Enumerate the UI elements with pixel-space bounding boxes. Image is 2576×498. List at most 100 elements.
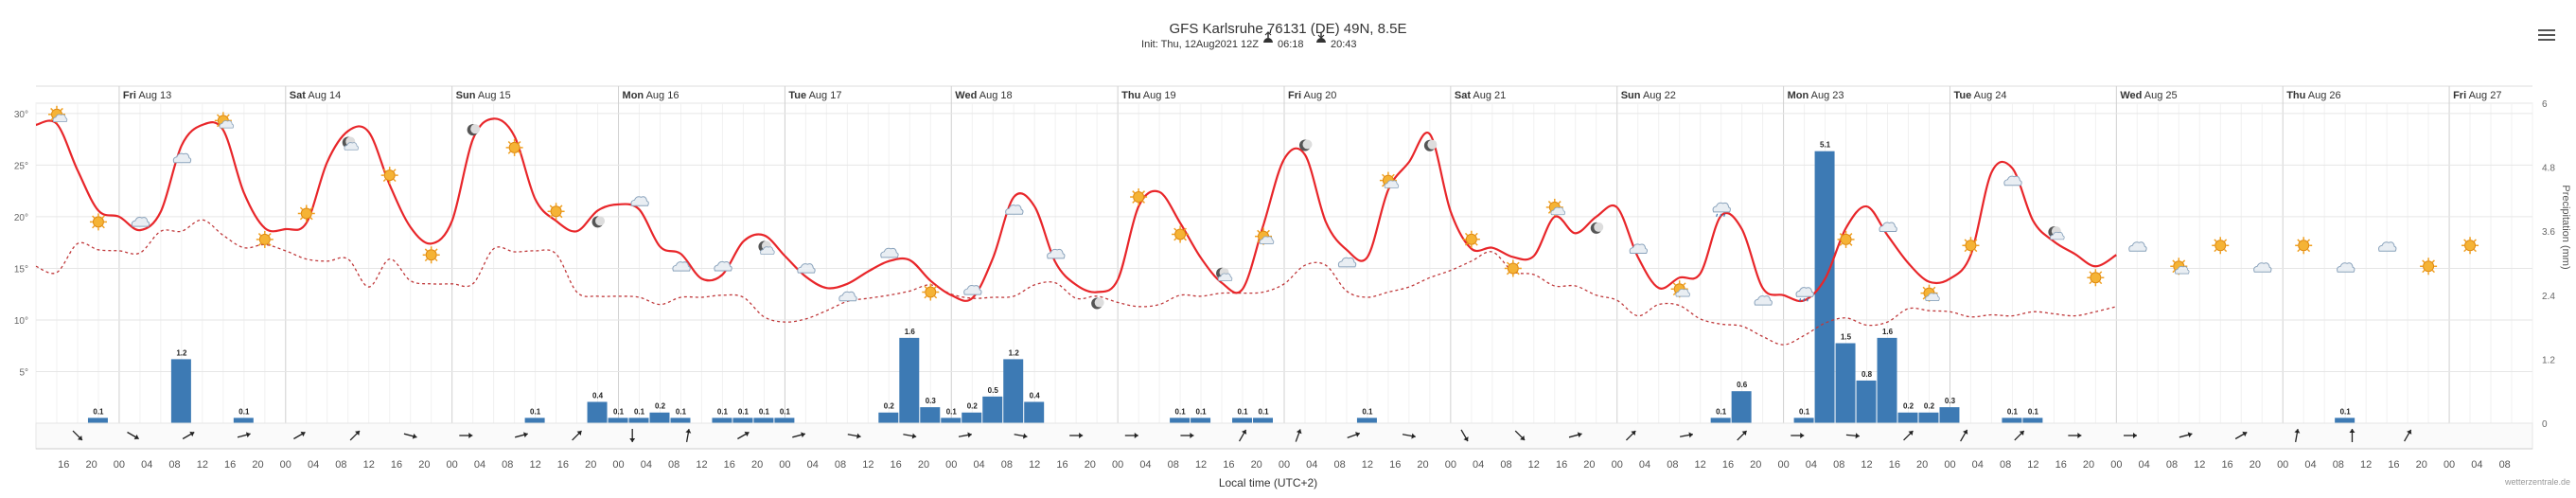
day-label: Tue Aug 17 — [788, 90, 841, 101]
x-tick-label: 16 — [391, 459, 402, 471]
x-tick-label: 20 — [1251, 459, 1262, 471]
wind-arrow-icon — [958, 432, 972, 438]
wind-arrow-icon — [1347, 432, 1361, 439]
wind-arrow-icon — [1903, 430, 1914, 441]
precip-bar — [670, 418, 691, 423]
y-left-tick-label: 20° — [14, 213, 28, 223]
day-label: Mon Aug 23 — [1788, 90, 1844, 101]
cloud-icon — [1047, 248, 1066, 259]
sunny-icon — [2087, 269, 2105, 287]
sunny-icon — [380, 167, 398, 185]
precip-value-label: 0.6 — [1737, 381, 1748, 389]
precip-value-label: 0.1 — [1799, 407, 1810, 416]
x-tick-label: 08 — [1001, 459, 1013, 471]
x-tick-label: 04 — [308, 459, 319, 471]
precip-bar — [1170, 418, 1191, 423]
x-tick-label: 16 — [891, 459, 902, 471]
sunny-icon — [2420, 258, 2438, 276]
wind-arrow-icon — [2179, 432, 2193, 438]
precip-value-label: 0.1 — [717, 407, 729, 416]
x-tick-label: 12 — [862, 459, 873, 471]
precip-bar — [524, 418, 545, 423]
day-label: Fri Aug 13 — [123, 90, 171, 101]
sunrise-time: 06:18 — [1278, 39, 1304, 50]
precip-value-label: 0.1 — [93, 407, 104, 416]
y-right-tick-label: 2.4 — [2542, 292, 2555, 302]
day-labels: Fri Aug 13 Sat Aug 14 Sun Aug 15 Mon Aug 16… — [123, 90, 2502, 101]
moon-icon — [1298, 139, 1313, 151]
moon-icon — [467, 124, 481, 136]
cloud-icon — [2128, 241, 2147, 252]
day-label: Wed Aug 25 — [2120, 90, 2177, 101]
sunny-icon — [505, 138, 523, 156]
x-tick-label: 20 — [585, 459, 596, 471]
sunset-time: 20:43 — [1331, 39, 1357, 50]
precip-bar — [899, 337, 920, 423]
precip-value-label: 0.1 — [738, 407, 750, 416]
moon-icon — [591, 216, 606, 228]
cloud-icon — [672, 261, 691, 272]
x-tick-label: 16 — [1722, 459, 1734, 471]
sunny-icon — [922, 283, 940, 301]
sunset-icon — [1316, 32, 1326, 43]
precip-bar — [608, 418, 628, 423]
wind-arrow-icon — [1625, 430, 1636, 441]
x-tick-label: 00 — [612, 459, 624, 471]
x-tick-label: 20 — [2083, 459, 2094, 471]
partly-cloudy-icon — [2170, 258, 2190, 276]
cloud-icon — [2337, 262, 2355, 273]
x-tick-label: 08 — [335, 459, 346, 471]
precip-bar — [962, 412, 982, 423]
x-tick-label: 04 — [807, 459, 819, 471]
y-left-tick-label: 10° — [14, 316, 28, 327]
sunny-icon — [1130, 188, 1148, 206]
wind-arrow-icon — [515, 432, 528, 438]
x-tick-label: 08 — [168, 459, 180, 471]
x-tick-label: 08 — [1333, 459, 1345, 471]
x-tick-label: 04 — [641, 459, 652, 471]
x-tick-label: 16 — [1223, 459, 1234, 471]
wind-arrow-icon — [1514, 430, 1526, 441]
wind-arrow-icon — [2014, 430, 2025, 441]
x-tick-label: 04 — [1972, 459, 1984, 471]
chart-title: GFS Karlsruhe 76131 (DE) 49N, 8.5E — [1170, 21, 1407, 37]
day-label: Sun Aug 22 — [1621, 90, 1676, 101]
sunny-icon — [89, 213, 107, 231]
wind-arrow-icon — [1124, 433, 1138, 438]
x-tick-label: 04 — [1639, 459, 1650, 471]
cloud-icon — [2003, 175, 2022, 187]
wind-arrow-icon — [903, 433, 917, 439]
precip-value-label: 0.1 — [1716, 407, 1727, 416]
wind-arrow-icon — [1402, 433, 1416, 439]
y-right-tick-label: 3.6 — [2542, 227, 2555, 238]
x-tick-label: 04 — [474, 459, 485, 471]
x-tick-label: 00 — [1112, 459, 1123, 471]
sunny-icon — [297, 205, 315, 222]
precip-value-label: 0.1 — [780, 407, 791, 416]
x-tick-label: 00 — [1279, 459, 1290, 471]
cloud-icon — [1005, 205, 1024, 215]
chart-menu-button[interactable] — [2538, 27, 2555, 42]
precip-bar — [170, 359, 191, 423]
x-tick-label: 12 — [1029, 459, 1040, 471]
sunrise-icon — [1263, 31, 1273, 43]
moon-cloud-icon — [2048, 226, 2065, 240]
wind-arrow-icon — [237, 432, 251, 438]
wind-arrow-icon — [127, 431, 139, 440]
cloud-icon — [2253, 262, 2272, 273]
x-tick-label: 04 — [1139, 459, 1151, 471]
precip-bar — [2022, 418, 2043, 423]
precip-value-label: 0.1 — [2028, 407, 2039, 416]
partly-cloudy-icon — [1379, 171, 1400, 189]
wind-arrow-icon — [72, 430, 83, 441]
partly-cloudy-icon — [47, 105, 68, 123]
x-tick-label: 08 — [1168, 459, 1179, 471]
moon-icon — [1590, 222, 1604, 234]
x-tick-label: 08 — [2333, 459, 2344, 471]
precip-bar — [2002, 418, 2022, 423]
precip-value-label: 0.5 — [988, 386, 999, 395]
precip-value-label: 1.2 — [1009, 348, 1020, 357]
precip-bar — [1897, 412, 1918, 423]
wind-arrow-icon — [2123, 433, 2137, 438]
precip-bar — [1939, 407, 1960, 423]
